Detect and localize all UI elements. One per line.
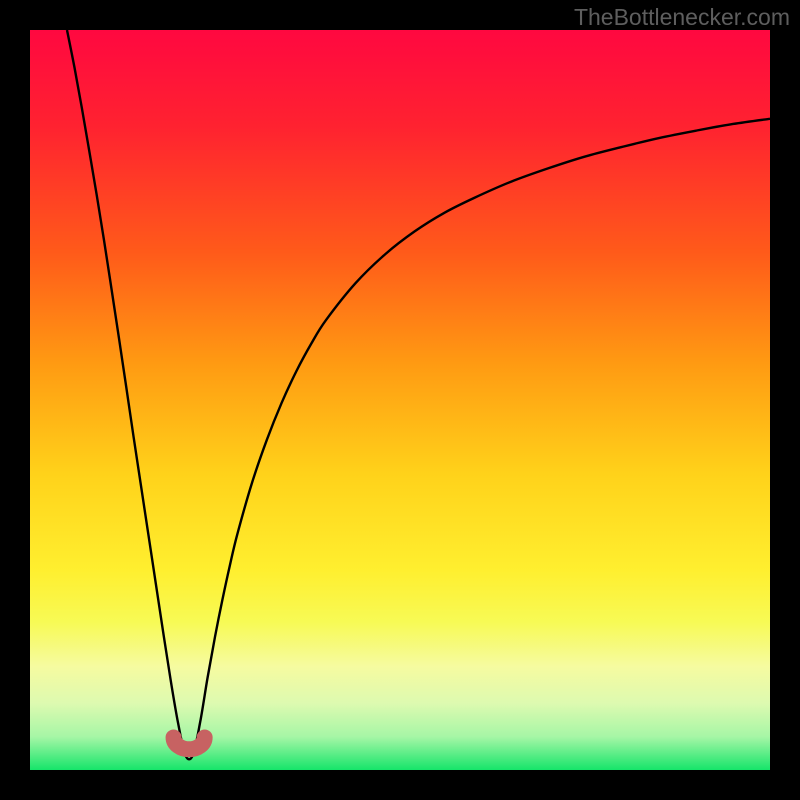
chart-background-gradient [30,30,770,770]
watermark-text: TheBottlenecker.com [574,4,790,31]
chart-stage: TheBottlenecker.com [0,0,800,800]
chart-svg [0,0,800,800]
